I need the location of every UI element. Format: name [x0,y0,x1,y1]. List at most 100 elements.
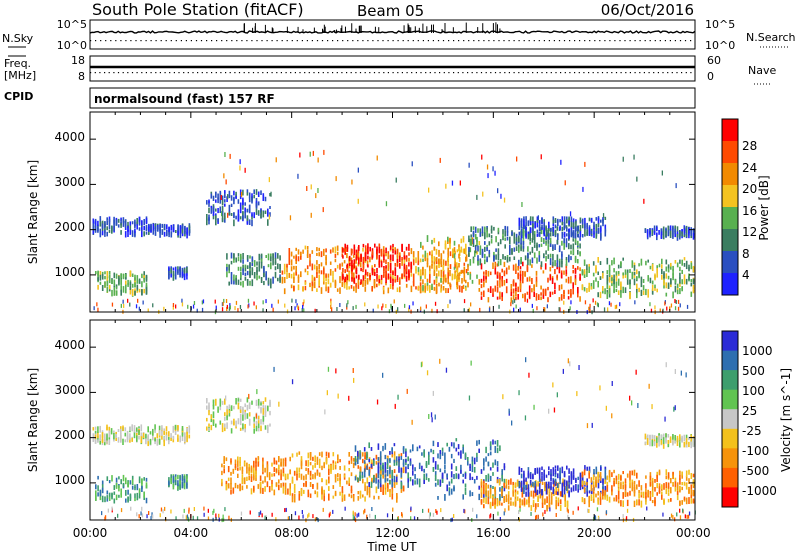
power-cell [239,205,242,211]
noise-search-dot [407,40,409,42]
power-cell [408,307,410,312]
velocity-cell [405,459,407,463]
power-cell [297,306,300,311]
velocity-cell [441,451,444,456]
velocity-cell [592,481,595,487]
velocity-cell [629,479,631,486]
velocity-cell [332,452,335,457]
velocity-cell [597,479,599,483]
nave-dot [597,72,599,74]
power-cell [497,248,500,256]
power-cell [233,258,235,263]
power-cell [233,212,235,219]
power-cell [215,214,217,220]
power-cell [101,223,104,230]
power-cell [447,263,449,267]
power-cell [442,250,445,254]
velocity-cell [352,495,355,502]
velocity-cell [370,481,373,488]
noise-search-dot [130,40,132,42]
power-cell [150,224,152,231]
nave-dot [425,72,427,74]
noise-search-dot [442,40,445,42]
velocity-cell [129,426,131,431]
velocity-cell [525,477,527,482]
power-cell [518,259,520,266]
velocity-cell [586,481,588,486]
power-cell [312,150,314,156]
velocity-cell [455,473,458,479]
velocity-cell [208,423,210,427]
velocity-cell [359,475,361,481]
power-cell [579,230,582,237]
power-cell [522,241,525,246]
power-cell [117,224,120,228]
noise-search-dot [180,40,182,42]
power-cell [640,289,643,296]
noise-search-dot [175,40,177,42]
power-ytick-3000: 3000 [54,175,85,189]
velocity-cell [545,490,548,495]
velocity-cell [362,452,364,457]
velocity-cell [243,461,246,466]
power-cell [465,243,467,251]
velocity-cell [523,477,525,483]
velocity-cell [568,490,570,498]
power-cell [456,249,459,253]
power-cell [599,261,602,265]
velocity-cell [485,497,487,504]
velocity-cell [168,477,170,484]
nave-dot [113,72,115,74]
velocity-cell [101,480,104,486]
power-cell [293,273,295,280]
power-cell [378,254,381,262]
velocity-cell [219,420,222,425]
velocity-cell [266,473,269,478]
power-cell [681,269,683,274]
power-cell [323,268,325,275]
velocity-cell [284,473,287,479]
velocity-cell [291,453,294,458]
noise-search-dot [95,40,97,42]
power-cell [120,230,122,235]
velocity-cell [685,434,688,440]
velocity-cell [328,493,330,501]
power-cell [575,226,577,231]
power-cell [270,262,272,270]
noise-search-dot [301,40,303,42]
power-cell [258,261,261,268]
power-cell [536,306,538,311]
power-cell [177,224,179,232]
power-cell [484,226,486,233]
velocity-cell [548,481,550,489]
velocity-cell [235,420,237,427]
power-cbar-tick-12: 12 [742,225,757,239]
power-cell [517,286,519,293]
power-cell [538,221,541,226]
power-cell [294,306,296,311]
power-cell [179,230,182,234]
velocity-cell [382,484,384,491]
velocity-cell [667,472,670,479]
velocity-cell [210,424,213,431]
velocity-cell [99,494,102,501]
power-cell [233,190,235,196]
velocity-cell [460,450,462,456]
velocity-cell [604,495,606,500]
power-cell [118,275,120,281]
noise-search-dot [286,40,288,42]
velocity-cell [518,466,521,472]
power-cell [686,304,689,309]
velocity-cell [638,480,640,487]
power-cell [387,253,390,260]
power-cell [239,196,242,200]
power-cell [519,307,521,312]
power-cell [235,257,237,263]
power-cell [389,248,392,252]
velocity-cell [170,433,172,440]
power-cell [420,269,422,277]
power-cell [572,238,575,242]
power-cell [422,279,424,285]
power-cell [502,233,504,238]
power-cell [136,224,138,230]
